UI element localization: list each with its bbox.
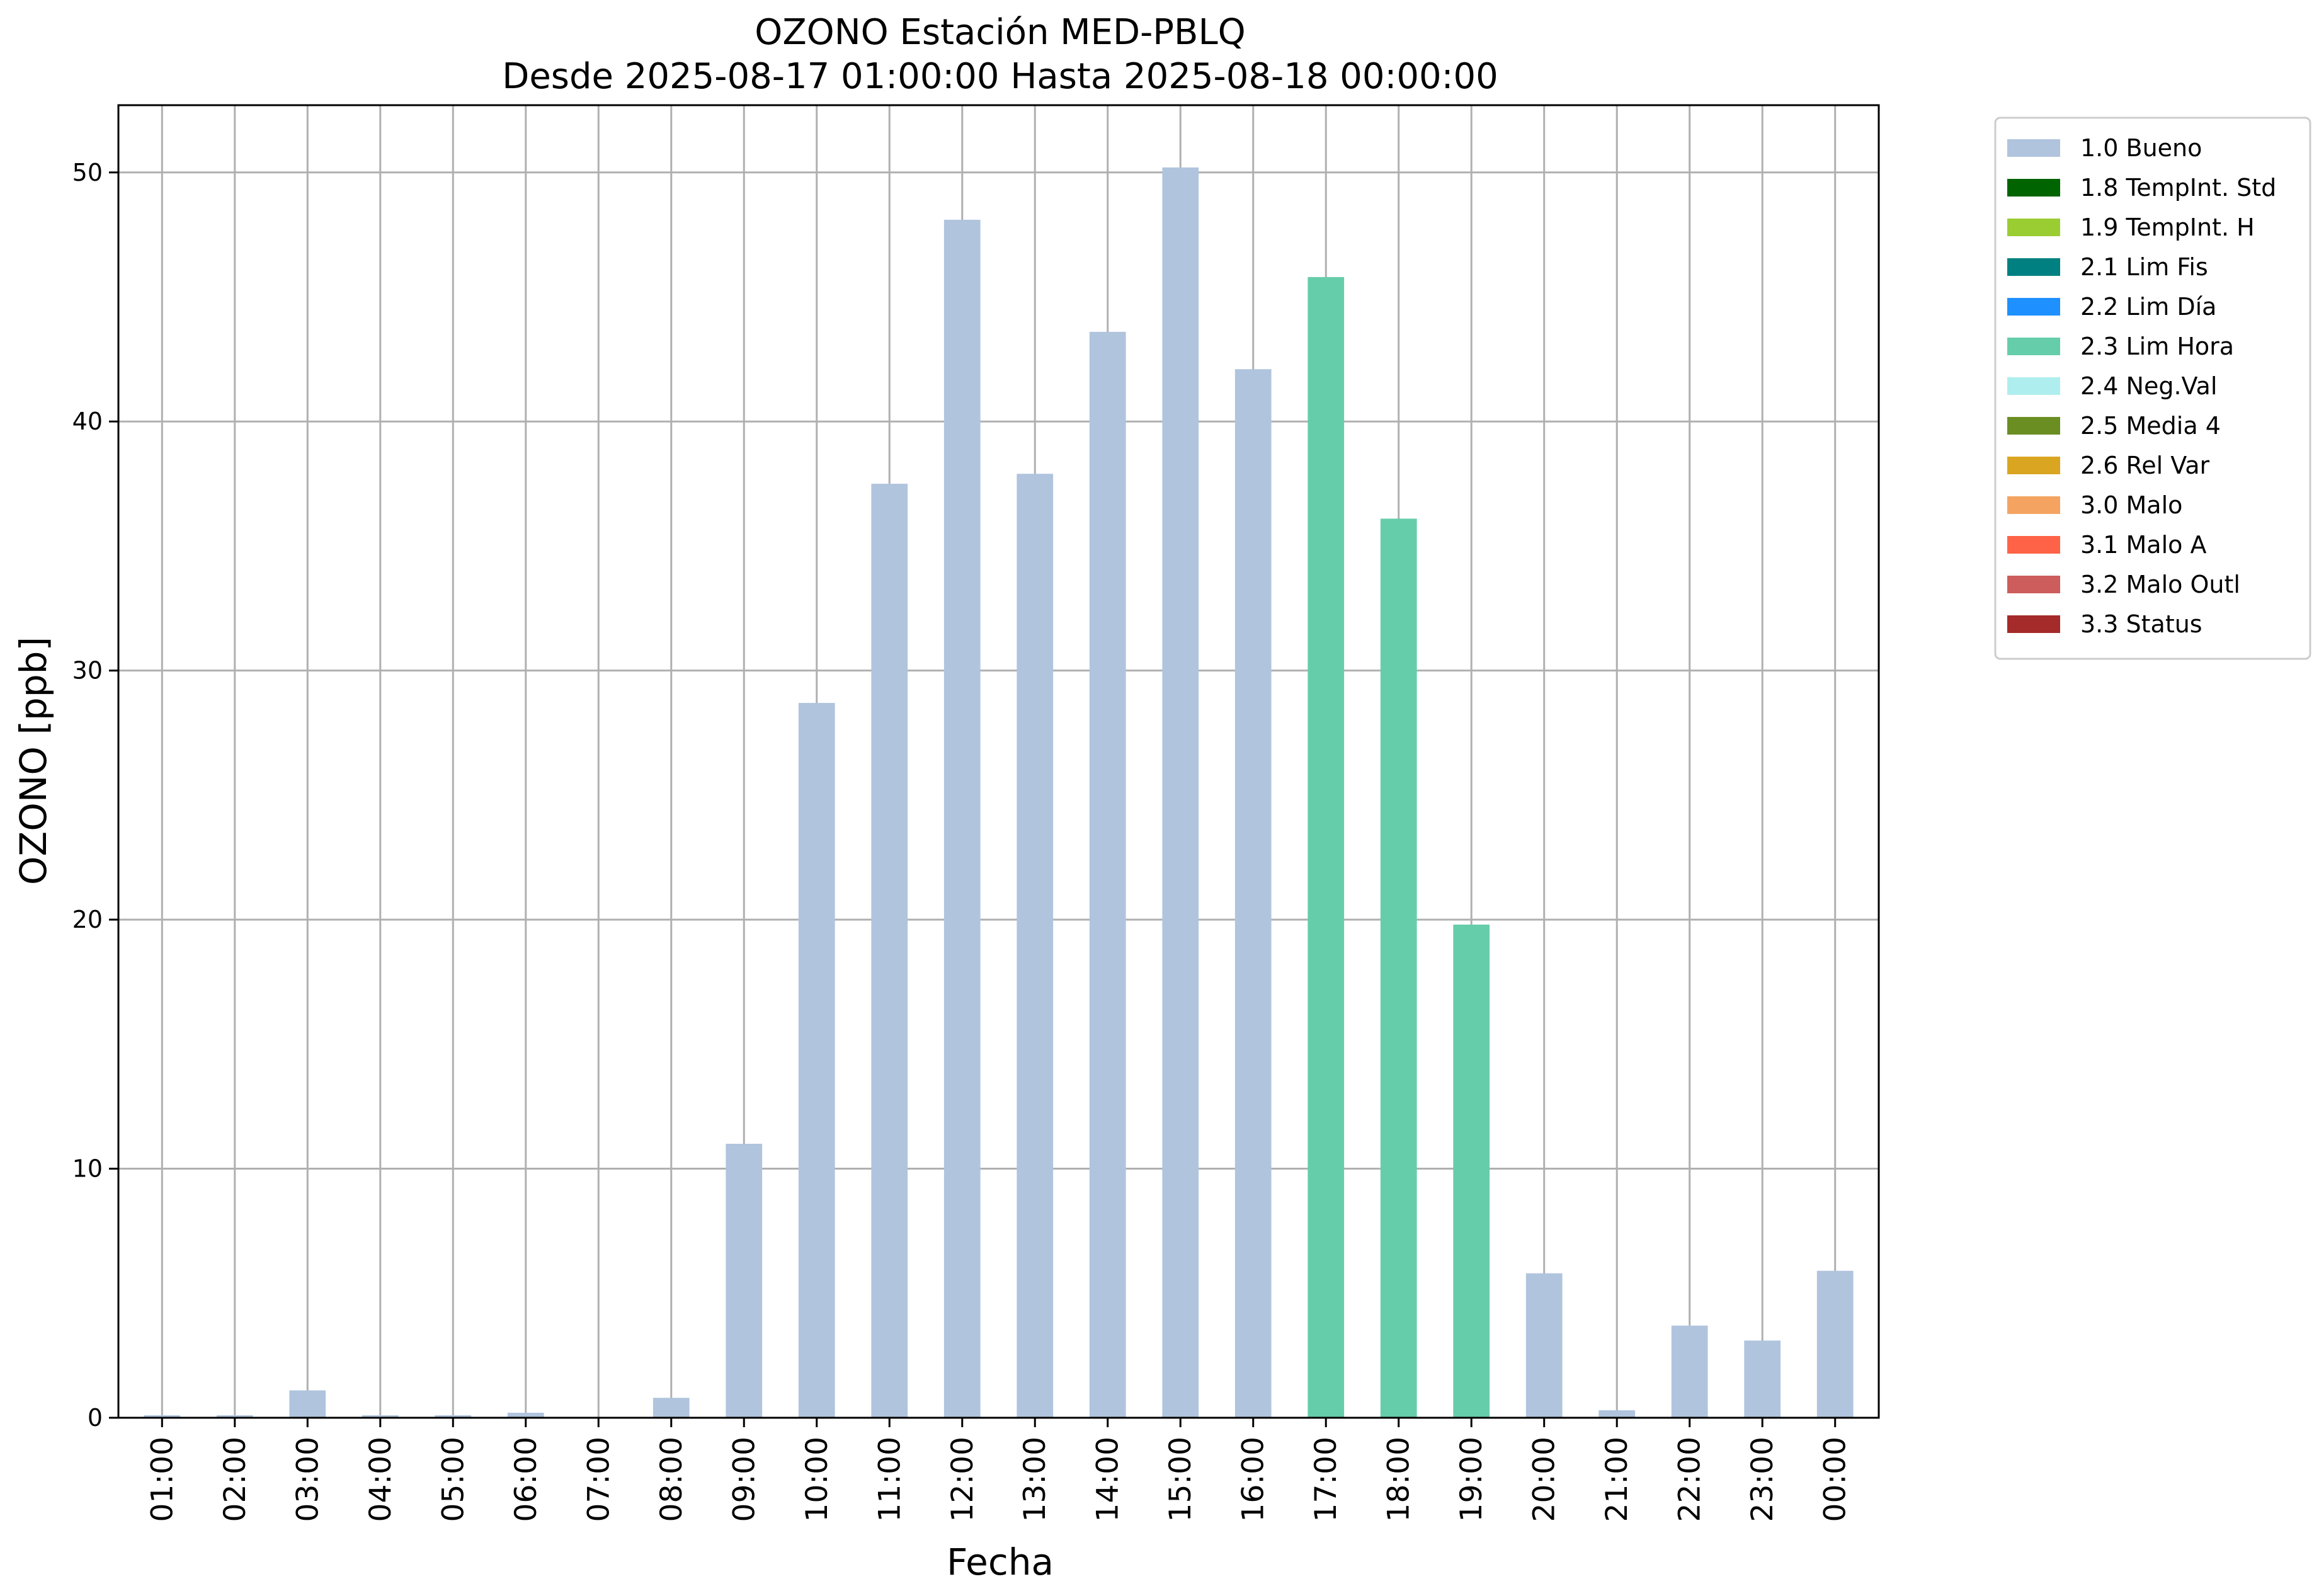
chart-title: OZONO Estación MED-PBLQ (755, 12, 1246, 53)
plot-frame (117, 104, 1880, 1419)
y-tick-label: 40 (72, 408, 103, 435)
x-tick-label: 08:00 (654, 1437, 689, 1522)
legend-label: 1.8 TempInt. Std (2080, 174, 2276, 202)
legend-swatch (2007, 457, 2060, 474)
bar-13:00 (1017, 474, 1054, 1418)
bar-22:00 (1671, 1325, 1708, 1418)
bar-00:00 (1816, 1270, 1854, 1418)
legend-swatch (2007, 615, 2060, 633)
y-tick-label: 20 (72, 906, 103, 933)
legend-label: 3.1 Malo A (2080, 531, 2206, 559)
y-axis-ticks: 0 10 20 30 40 50 (72, 159, 118, 1432)
x-axis-ticks: 01:00 02:00 03:00 04:00 05:00 06:00 07:00 08:00… (145, 1418, 1853, 1522)
chart-subtitle: Desde 2025-08-17 01:00:00 Hasta 2025-08-… (502, 56, 1498, 97)
legend-swatch (2007, 298, 2060, 316)
bar-19:00 (1453, 925, 1490, 1418)
bar-17:00 (1308, 276, 1345, 1418)
y-tick-label: 10 (72, 1155, 103, 1183)
x-tick-label: 11:00 (872, 1437, 907, 1522)
bar-05:00 (435, 1415, 472, 1418)
bar-16:00 (1234, 369, 1272, 1418)
legend-label: 1.0 Bueno (2080, 134, 2202, 162)
x-tick-label: 05:00 (436, 1437, 470, 1522)
x-tick-label: 13:00 (1018, 1437, 1052, 1522)
bar-02:00 (216, 1415, 253, 1418)
bars (144, 167, 1854, 1418)
x-tick-label: 10:00 (800, 1437, 835, 1522)
bar-11:00 (871, 484, 908, 1418)
legend-label: 3.2 Malo Outl (2080, 571, 2240, 598)
y-axis-label: OZONO [ppb] (12, 637, 55, 885)
x-tick-label: 04:00 (363, 1437, 398, 1522)
legend-swatch (2007, 338, 2060, 355)
x-tick-label: 00:00 (1818, 1437, 1853, 1522)
bar-23:00 (1744, 1340, 1781, 1418)
x-tick-label: 07:00 (581, 1437, 616, 1522)
legend-label: 2.6 Rel Var (2080, 452, 2210, 479)
legend-label: 2.5 Media 4 (2080, 412, 2221, 440)
legend-swatch (2007, 258, 2060, 276)
bar-14:00 (1089, 331, 1126, 1418)
bar-10:00 (798, 703, 835, 1418)
legend-swatch (2007, 417, 2060, 435)
x-tick-label: 02:00 (218, 1437, 253, 1522)
x-tick-label: 15:00 (1163, 1437, 1198, 1522)
x-tick-label: 18:00 (1382, 1437, 1416, 1522)
legend-swatch (2007, 219, 2060, 236)
legend-frame (1994, 117, 2311, 660)
bar-18:00 (1380, 518, 1417, 1418)
bar-04:00 (362, 1415, 399, 1418)
legend-label: 2.1 Lim Fis (2080, 253, 2208, 281)
x-tick-label: 03:00 (290, 1437, 325, 1522)
legend-swatch (2007, 496, 2060, 514)
legend-swatch (2007, 139, 2060, 157)
x-tick-label: 23:00 (1745, 1437, 1780, 1522)
legend-swatch (2007, 377, 2060, 395)
y-tick-label: 0 (88, 1404, 103, 1432)
x-tick-label: 12:00 (945, 1437, 980, 1522)
legend: 1.0 Bueno 1.8 TempInt. Std 1.9 TempInt. H 2… (1994, 117, 2311, 660)
legend-label: 3.0 Malo (2080, 491, 2182, 519)
x-tick-label: 22:00 (1673, 1437, 1707, 1522)
legend-swatch (2007, 179, 2060, 197)
legend-label: 1.9 TempInt. H (2080, 214, 2255, 241)
gridlines (118, 105, 1879, 1419)
bar-03:00 (289, 1390, 326, 1418)
x-tick-label: 14:00 (1091, 1437, 1125, 1522)
legend-swatch (2007, 536, 2060, 554)
x-axis-label: Fecha (947, 1541, 1054, 1583)
x-tick-label: 20:00 (1527, 1437, 1562, 1522)
bar-06:00 (507, 1413, 544, 1418)
y-tick-label: 50 (72, 159, 103, 186)
x-tick-label: 06:00 (509, 1437, 544, 1522)
x-tick-label: 09:00 (727, 1437, 761, 1522)
x-tick-label: 01:00 (145, 1437, 179, 1522)
legend-label: 2.4 Neg.Val (2080, 372, 2217, 400)
bar-09:00 (726, 1144, 763, 1418)
bar-12:00 (943, 219, 981, 1418)
x-tick-label: 16:00 (1236, 1437, 1271, 1522)
legend-label: 3.3 Status (2080, 610, 2202, 638)
legend-swatch (2007, 576, 2060, 593)
bar-15:00 (1162, 167, 1199, 1418)
bar-08:00 (652, 1398, 690, 1418)
x-tick-label: 19:00 (1454, 1437, 1489, 1522)
x-tick-label: 21:00 (1600, 1437, 1634, 1522)
legend-label: 2.3 Lim Hora (2080, 333, 2234, 360)
x-tick-label: 17:00 (1309, 1437, 1343, 1522)
bar-21:00 (1598, 1410, 1636, 1418)
bar-20:00 (1525, 1273, 1563, 1418)
y-tick-label: 30 (72, 657, 103, 685)
legend-label: 2.2 Lim Día (2080, 293, 2216, 321)
bar-01:00 (144, 1415, 181, 1418)
